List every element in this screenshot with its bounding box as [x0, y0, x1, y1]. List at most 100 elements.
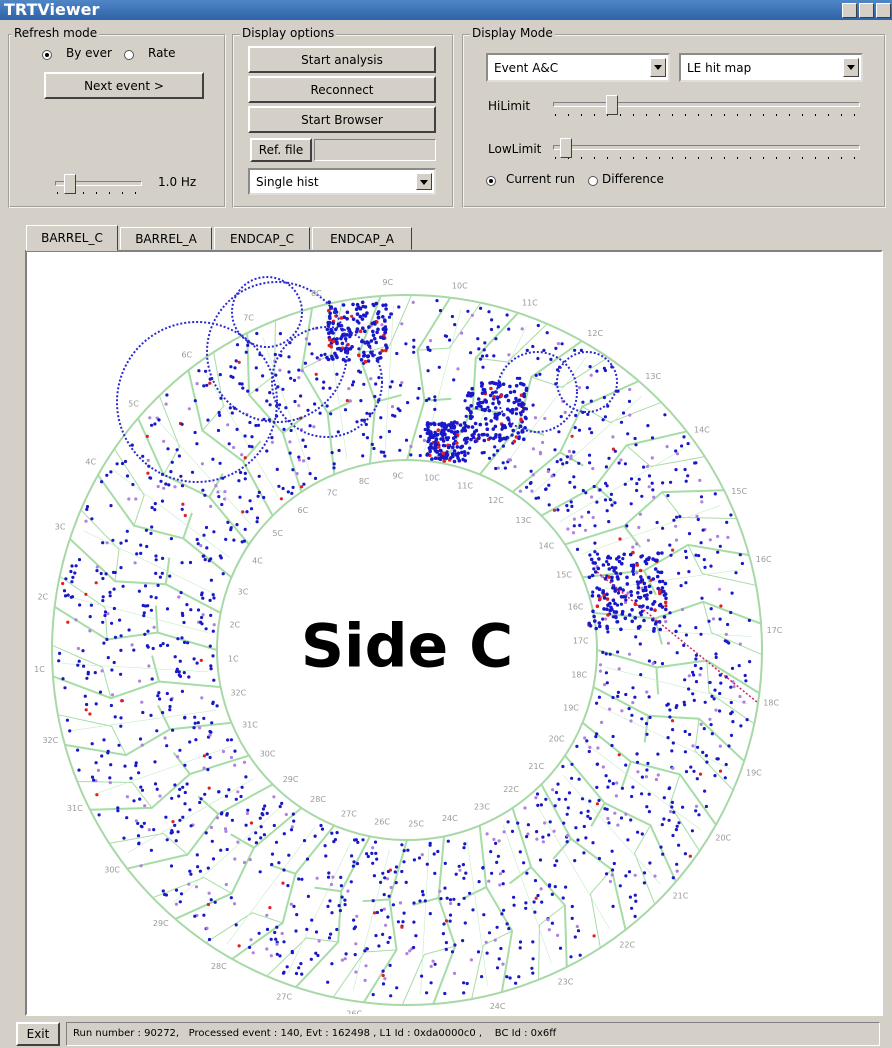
radio[interactable] — [588, 176, 598, 186]
hit — [306, 894, 310, 899]
hit — [150, 506, 154, 510]
hit — [289, 828, 294, 832]
dropdown-arrow[interactable] — [416, 173, 432, 190]
radio-label[interactable]: Difference — [602, 172, 664, 186]
tab[interactable]: ENDCAP_C — [214, 227, 310, 250]
hit — [618, 537, 622, 541]
hit — [597, 695, 602, 699]
hit — [469, 351, 473, 355]
radio[interactable] — [42, 50, 52, 60]
hit — [201, 554, 205, 558]
hit — [124, 539, 128, 543]
radio[interactable] — [486, 176, 496, 186]
slider-knob[interactable] — [606, 95, 618, 115]
hit — [205, 546, 209, 550]
exit-button[interactable]: Exit — [16, 1022, 60, 1046]
radio-label[interactable]: Current run — [506, 172, 576, 186]
hit — [165, 838, 169, 842]
hit — [501, 461, 505, 465]
slider-knob[interactable] — [64, 174, 76, 194]
minimize-button[interactable] — [842, 3, 857, 18]
button[interactable]: Start analysis — [248, 46, 436, 73]
hit — [168, 704, 172, 709]
hit — [326, 980, 330, 984]
button[interactable]: Ref. file — [250, 138, 312, 162]
hit — [211, 654, 215, 658]
hit — [582, 824, 586, 829]
slider-knob[interactable] — [560, 138, 572, 158]
hit — [229, 755, 234, 760]
hit — [106, 749, 110, 753]
dropdown-arrow[interactable] — [650, 58, 666, 77]
hit — [561, 896, 565, 900]
tab[interactable]: BARREL_A — [120, 227, 212, 250]
hit — [366, 359, 371, 363]
hit — [635, 571, 639, 575]
hit — [611, 695, 615, 700]
button[interactable]: Start Browser — [248, 106, 436, 133]
hit — [507, 327, 511, 331]
hit — [536, 893, 540, 898]
hit — [293, 399, 297, 404]
button[interactable]: Next event > — [44, 72, 204, 99]
hit — [535, 792, 540, 796]
hit — [601, 617, 605, 621]
hit — [145, 644, 149, 648]
hit — [224, 794, 229, 798]
hit — [604, 465, 609, 469]
radio[interactable] — [124, 50, 134, 60]
hit — [111, 570, 116, 574]
hit — [668, 786, 672, 790]
file-field[interactable] — [314, 139, 436, 161]
dropdown-arrow[interactable] — [843, 58, 859, 77]
inner-sector-label: 18C — [571, 670, 587, 679]
dropdown[interactable]: Single hist — [248, 168, 436, 195]
module-edge — [202, 352, 224, 431]
hit — [498, 872, 502, 876]
hit — [291, 468, 295, 472]
hit — [101, 620, 105, 624]
maximize-button[interactable] — [859, 3, 874, 18]
hit — [195, 661, 199, 665]
dropdown[interactable]: Event A&C — [486, 53, 670, 82]
hit — [376, 310, 381, 314]
hit — [554, 346, 558, 350]
hit — [352, 860, 356, 864]
hit — [627, 870, 632, 874]
hit — [381, 973, 385, 978]
button[interactable]: Reconnect — [248, 76, 436, 103]
hit — [356, 840, 360, 845]
hit — [144, 528, 148, 532]
hit — [127, 628, 131, 632]
hit — [226, 520, 230, 524]
radio-label[interactable]: Rate — [148, 46, 176, 60]
dropdown[interactable]: LE hit map — [679, 53, 863, 82]
track — [271, 326, 383, 438]
hit — [508, 424, 513, 428]
hit — [552, 508, 557, 512]
hit — [275, 925, 279, 929]
straw-line — [597, 569, 743, 591]
hit — [383, 318, 387, 322]
hit — [367, 325, 371, 329]
hit — [451, 445, 455, 450]
tab[interactable]: ENDCAP_A — [312, 227, 412, 250]
hit — [619, 420, 624, 424]
hit — [468, 891, 472, 895]
radio-label[interactable]: By ever — [66, 46, 112, 60]
hit — [208, 755, 212, 760]
close-button[interactable] — [876, 3, 891, 18]
hit — [180, 689, 184, 693]
hit — [548, 883, 552, 887]
hit — [640, 494, 644, 498]
tab[interactable]: BARREL_C — [26, 225, 118, 251]
hit — [651, 557, 655, 561]
outer-sector-label: 31C — [67, 804, 83, 813]
hit — [192, 726, 196, 730]
hit — [633, 616, 637, 620]
hit — [550, 474, 554, 478]
module-edge — [478, 340, 583, 476]
hit — [365, 947, 369, 951]
hit — [542, 348, 546, 352]
